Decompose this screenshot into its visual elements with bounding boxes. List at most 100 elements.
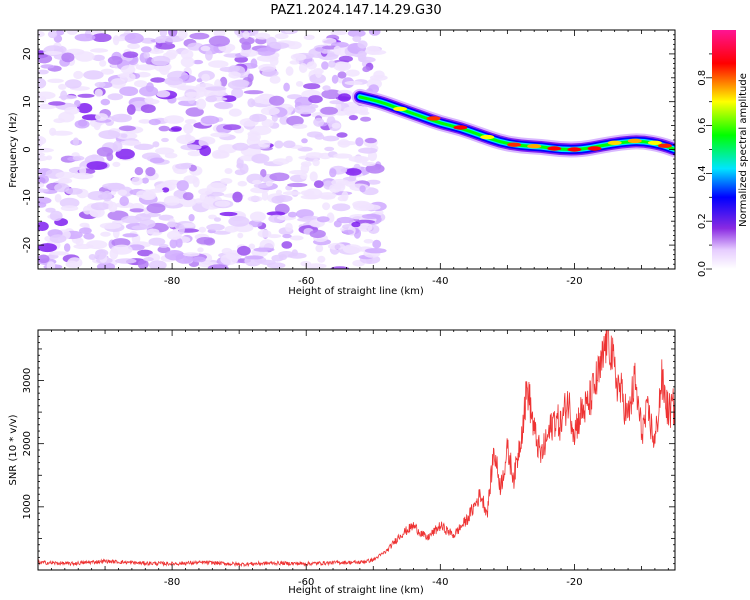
noise-blob [300,190,315,196]
noise-blob [38,188,49,193]
noise-blob [138,119,152,124]
noise-blob [322,202,331,211]
noise-blob [274,140,284,149]
noise-blob [220,254,239,265]
noise-blob [55,30,65,36]
noise-blob [94,81,106,88]
noise-blob [119,140,142,146]
noise-blob [133,143,154,150]
noise-blob [313,180,324,189]
noise-blob [295,81,304,87]
noise-blob [111,238,131,248]
snr-x-tick-label: -20 [566,577,582,588]
noise-blob [354,156,369,164]
colorbar-tick-label: 0.6 [697,118,708,134]
noise-blob [137,249,153,257]
noise-blob [143,257,154,262]
noise-blob [231,87,244,99]
noise-blob [315,69,323,78]
noise-blob [73,243,94,250]
noise-blob [269,42,290,49]
noise-blob [201,73,211,82]
noise-blob [309,229,326,239]
noise-blob [359,204,381,211]
noise-blob [200,115,220,125]
ridge-hotspot [547,146,562,151]
noise-blob [359,185,366,193]
noise-blob [342,244,362,254]
noise-blob [290,53,307,61]
noise-blob [285,185,293,191]
noise-blob [143,52,150,59]
noise-blob [300,260,312,267]
noise-blob [261,190,269,201]
noise-blob [249,113,267,122]
noise-blob [98,130,121,140]
noise-blob [140,104,156,113]
noise-blob [166,49,178,58]
noise-blob [281,241,293,249]
noise-blob [175,163,192,170]
noise-blob [38,182,45,189]
noise-blob [73,70,84,80]
noise-blob [345,69,360,77]
noise-blob [286,41,302,50]
noise-blob [169,238,178,249]
spectrogram-x-tick-label: -20 [566,276,582,287]
noise-blob [324,146,335,152]
noise-blob [282,140,296,149]
noise-blob [119,86,139,96]
noise-blob [306,61,317,70]
noise-blob [38,221,49,231]
noise-blob [38,243,57,253]
snr-frame [37,329,676,571]
noise-blob [187,150,202,157]
noise-blob [312,158,320,167]
noise-blob [119,72,136,82]
noise-blob [72,172,94,180]
noise-blob [180,56,195,68]
noise-blob [74,33,96,42]
noise-blob [213,230,231,235]
noise-blob [164,250,185,261]
noise-blob [364,137,377,144]
noise-blob [314,133,325,140]
noise-blob [303,83,321,90]
noise-blob [46,261,56,269]
noise-blob [181,223,196,228]
noise-blob [284,30,293,34]
spectrogram-y-tick-label: -20 [22,237,33,253]
noise-blob [193,198,204,204]
snr-xlabel: Height of straight line (km) [288,585,424,596]
noise-blob [237,245,251,256]
noise-blob [100,98,111,106]
noise-blob [239,36,255,45]
noise-blob [244,255,264,260]
noise-blob [182,252,200,257]
snr-axes: -80 -60 -40 -20 1000 2000 3000 [22,329,675,588]
noise-blob [343,106,358,115]
noise-blob [177,30,188,40]
noise-blob [188,214,195,222]
noise-blob [40,64,55,69]
noise-blob [176,180,189,191]
noise-blob [55,171,75,179]
noise-blob [355,137,364,147]
noise-blob [178,196,197,208]
noise-blob [285,155,293,163]
noise-blob [38,31,45,38]
noise-blob [144,97,154,103]
noise-blob [366,179,381,185]
noise-blob [192,59,204,65]
spectrogram-y-tick-label: -10 [22,189,33,205]
noise-blob [164,77,184,86]
noise-blob [215,151,230,159]
noise-blob [110,78,126,89]
noise-blob [140,37,157,44]
noise-blob [99,222,122,229]
noise-blob [221,247,233,255]
noise-blob [166,221,178,228]
spectrogram-ridge [351,88,675,158]
noise-blob [322,135,340,142]
colorbar-tick-label: 0.2 [697,213,708,229]
